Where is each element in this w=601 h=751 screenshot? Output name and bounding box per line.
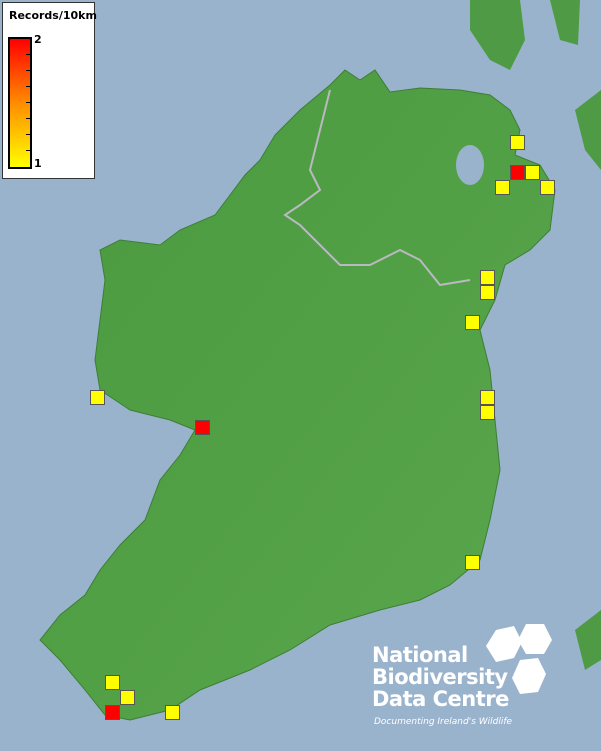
legend-min-label: 1 [34,157,42,170]
logo-line-3: Data Centre [372,687,509,711]
record-square[interactable] [540,180,555,195]
record-square[interactable] [480,405,495,420]
legend-max-label: 2 [34,33,42,46]
record-square[interactable] [480,270,495,285]
record-square[interactable] [510,135,525,150]
record-square[interactable] [465,315,480,330]
ireland-landmass [39,69,556,721]
record-square[interactable] [165,705,180,720]
logo-tagline: Documenting Ireland's Wildlife [374,717,513,727]
record-square[interactable] [495,180,510,195]
legend: Records/10km 2 1 [2,2,97,179]
record-square[interactable] [120,690,135,705]
logo-line-2: Biodiversity [372,665,508,689]
lough-neagh [456,145,484,185]
record-square[interactable] [195,420,210,435]
legend-color-ramp [8,37,32,169]
record-square[interactable] [480,285,495,300]
logo-line-1: National [372,643,468,667]
record-square[interactable] [465,555,480,570]
logo-hexagons-icon [486,624,552,694]
record-square[interactable] [105,675,120,690]
record-square[interactable] [90,390,105,405]
record-square[interactable] [480,390,495,405]
legend-title: Records/10km [9,9,97,22]
record-square[interactable] [525,165,540,180]
record-square[interactable] [105,705,120,720]
ni-border [283,89,471,287]
record-square[interactable] [510,165,525,180]
